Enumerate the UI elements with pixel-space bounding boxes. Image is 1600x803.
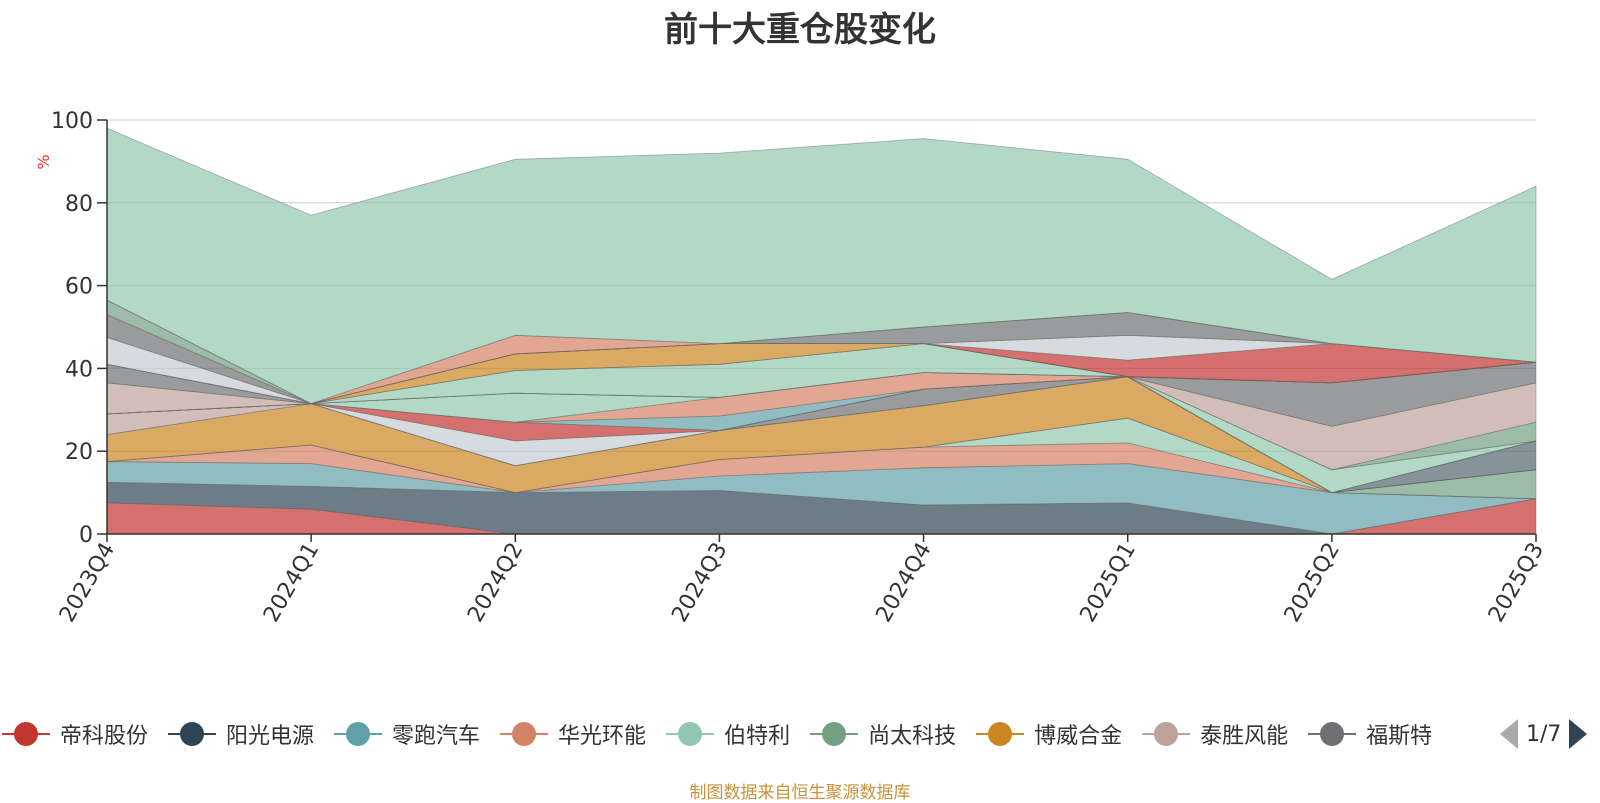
area-series-27[interactable] xyxy=(106,127,1537,405)
y-tick-label: 0 xyxy=(79,523,93,548)
legend-marker-icon xyxy=(168,722,217,746)
area-layer xyxy=(106,127,1537,535)
legend-marker-icon xyxy=(1308,722,1357,746)
x-tick-label: 2024Q2 xyxy=(463,539,528,627)
legend-label: 零跑汽车 xyxy=(392,724,481,749)
legend-label: 泰胜风能 xyxy=(1200,724,1289,749)
legend-item[interactable]: 博威合金 xyxy=(976,712,1122,756)
x-tick-label: 2023Q4 xyxy=(55,539,120,627)
legend-marker-icon xyxy=(976,722,1025,746)
legend-label: 福斯特 xyxy=(1366,724,1433,749)
legend-item[interactable]: 零跑汽车 xyxy=(334,712,480,756)
x-tick-label: 2024Q3 xyxy=(667,539,732,627)
legend-item[interactable]: 华光环能 xyxy=(500,712,646,756)
legend-marker-icon xyxy=(500,722,549,746)
legend-label: 帝科股份 xyxy=(60,724,149,749)
legend-label: 伯特利 xyxy=(724,724,791,749)
legend-label: 尚太科技 xyxy=(868,724,957,749)
y-tick-label: 80 xyxy=(65,192,93,217)
legend-page-indicator: 1/7 xyxy=(1526,721,1562,747)
legend-marker-icon xyxy=(2,722,50,746)
legend-items: 帝科股份 阳光电源 零跑汽车 华光环能 伯特利 尚太科技 博威合金 泰胜风能 福斯特 xyxy=(0,712,1480,756)
y-tick-label: 20 xyxy=(65,440,93,465)
y-axis-unit-label: % xyxy=(34,154,53,169)
legend-pager: 1/7 xyxy=(1500,712,1588,756)
area-chart: 0 20 40 60 80 100 2023Q4 2024Q1 2024Q2 2024Q3 2024… xyxy=(34,109,1549,627)
legend-label: 华光环能 xyxy=(558,724,647,749)
legend-marker-icon xyxy=(334,722,383,746)
legend-marker-icon xyxy=(1142,722,1191,746)
legend-item[interactable]: 帝科股份 xyxy=(2,712,148,756)
x-tick-label: 2024Q1 xyxy=(259,539,324,627)
source-footnote: 制图数据来自恒生聚源数据库 xyxy=(689,783,911,803)
y-tick-label: 100 xyxy=(51,109,93,134)
legend-item[interactable]: 伯特利 xyxy=(666,712,790,756)
x-tick-label: 2025Q1 xyxy=(1076,539,1141,627)
legend-label: 博威合金 xyxy=(1034,724,1123,749)
legend-next-page-icon[interactable] xyxy=(1569,719,1588,749)
legend-item[interactable]: 福斯特 xyxy=(1308,712,1432,756)
y-tick-label: 40 xyxy=(65,357,93,382)
legend-marker-icon xyxy=(810,722,859,746)
legend-marker-icon xyxy=(666,722,715,746)
legend-label: 阳光电源 xyxy=(226,724,315,749)
legend-item[interactable]: 尚太科技 xyxy=(810,712,956,756)
y-tick-label: 60 xyxy=(65,275,93,300)
x-tick-label: 2025Q3 xyxy=(1484,539,1549,627)
legend: 帝科股份 阳光电源 零跑汽车 华光环能 伯特利 尚太科技 博威合金 泰胜风能 福斯特 1/7 xyxy=(0,712,1600,756)
chart-title: 前十大重仓股变化 xyxy=(664,10,936,50)
x-tick-label: 2024Q4 xyxy=(871,539,936,627)
legend-item[interactable]: 阳光电源 xyxy=(168,712,314,756)
x-tick-label: 2025Q2 xyxy=(1280,539,1345,627)
legend-item[interactable]: 泰胜风能 xyxy=(1142,712,1288,756)
legend-prev-page-icon[interactable] xyxy=(1500,719,1518,749)
